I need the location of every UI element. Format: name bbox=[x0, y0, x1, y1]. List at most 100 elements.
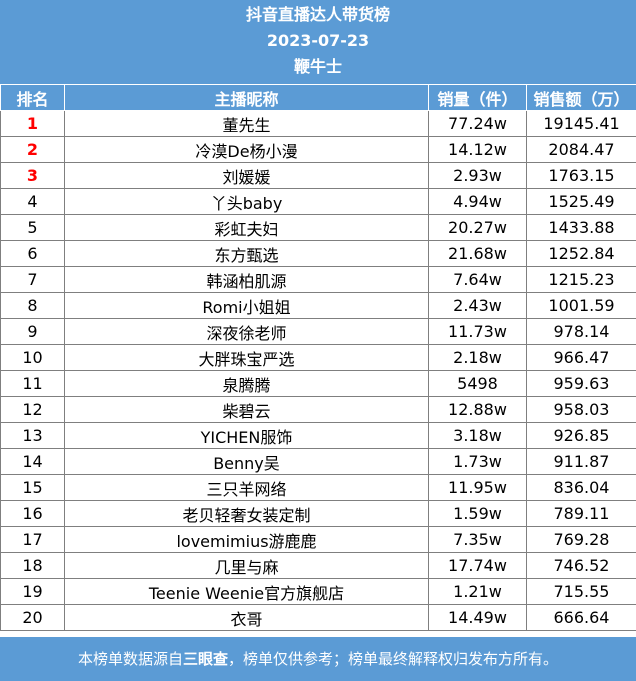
rank-cell: 10 bbox=[0, 344, 65, 371]
rank-cell: 13 bbox=[0, 422, 65, 449]
publisher-name: 鞭牛士 bbox=[293, 57, 342, 76]
rank-cell: 16 bbox=[0, 500, 65, 527]
sales-volume-cell: 1.59w bbox=[428, 500, 527, 527]
sales-amount-cell: 1252.84 bbox=[526, 240, 636, 267]
table-row: 2 冷漠De杨小漫 14.12w 2084.47 bbox=[0, 136, 636, 163]
column-header-sales-amount: 销售额（万） bbox=[526, 84, 636, 111]
table-row: 15 三只羊网络 11.95w 836.04 bbox=[0, 474, 636, 501]
table-row: 17 lovemimius游鹿鹿 7.35w 769.28 bbox=[0, 526, 636, 553]
streamer-name-cell: 韩涵柏肌源 bbox=[64, 266, 429, 293]
sales-amount-cell: 959.63 bbox=[526, 370, 636, 397]
streamer-name-cell: 几里与麻 bbox=[64, 552, 429, 579]
streamer-name-cell: 彩虹夫妇 bbox=[64, 214, 429, 241]
rank-cell: 3 bbox=[0, 162, 65, 189]
rank-cell: 7 bbox=[0, 266, 65, 293]
rank-cell: 19 bbox=[0, 578, 65, 605]
table-row: 4 丫头baby 4.94w 1525.49 bbox=[0, 188, 636, 215]
sales-volume-cell: 3.18w bbox=[428, 422, 527, 449]
sales-volume-cell: 1.21w bbox=[428, 578, 527, 605]
sales-volume-cell: 4.94w bbox=[428, 188, 527, 215]
footer-data-source: 三眼查 bbox=[182, 650, 228, 668]
streamer-name-cell: Benny吴 bbox=[64, 448, 429, 475]
rank-cell: 14 bbox=[0, 448, 65, 475]
rank-cell: 20 bbox=[0, 604, 65, 631]
rank-cell: 15 bbox=[0, 474, 65, 501]
table-row: 18 几里与麻 17.74w 746.52 bbox=[0, 552, 636, 579]
sales-amount-cell: 666.64 bbox=[526, 604, 636, 631]
column-header-rank: 排名 bbox=[0, 84, 65, 111]
sales-volume-cell: 1.73w bbox=[428, 448, 527, 475]
ranking-table: 排名 主播昵称 销量（件） 销售额（万） 1 董先生 77.24w 19145.41 2… bbox=[0, 84, 636, 631]
rank-cell: 4 bbox=[0, 188, 65, 215]
sales-volume-cell: 77.24w bbox=[428, 110, 527, 137]
rank-cell: 18 bbox=[0, 552, 65, 579]
table-row: 3 刘媛媛 2.93w 1763.15 bbox=[0, 162, 636, 189]
sales-volume-cell: 14.49w bbox=[428, 604, 527, 631]
streamer-name-cell: 衣哥 bbox=[64, 604, 429, 631]
page-header: 抖音直播达人带货榜 2023-07-23 鞭牛士 bbox=[0, 0, 636, 84]
sales-amount-cell: 715.55 bbox=[526, 578, 636, 605]
sales-volume-cell: 17.74w bbox=[428, 552, 527, 579]
streamer-name-cell: 泉腾腾 bbox=[64, 370, 429, 397]
sales-amount-cell: 1525.49 bbox=[526, 188, 636, 215]
streamer-name-cell: 董先生 bbox=[64, 110, 429, 137]
sales-amount-cell: 1215.23 bbox=[526, 266, 636, 293]
streamer-name-cell: lovemimius游鹿鹿 bbox=[64, 526, 429, 553]
sales-amount-cell: 19145.41 bbox=[526, 110, 636, 137]
rank-cell: 8 bbox=[0, 292, 65, 319]
sales-amount-cell: 789.11 bbox=[526, 500, 636, 527]
table-row: 5 彩虹夫妇 20.27w 1433.88 bbox=[0, 214, 636, 241]
table-header-row: 排名 主播昵称 销量（件） 销售额（万） bbox=[0, 84, 636, 111]
sales-amount-cell: 978.14 bbox=[526, 318, 636, 345]
table-row: 19 Teenie Weenie官方旗舰店 1.21w 715.55 bbox=[0, 578, 636, 605]
table-row: 1 董先生 77.24w 19145.41 bbox=[0, 110, 636, 137]
rank-cell: 2 bbox=[0, 136, 65, 163]
table-row: 11 泉腾腾 5498 959.63 bbox=[0, 370, 636, 397]
table-body: 1 董先生 77.24w 19145.41 2 冷漠De杨小漫 14.12w 2084.47 3… bbox=[0, 110, 636, 631]
streamer-name-cell: 三只羊网络 bbox=[64, 474, 429, 501]
sales-amount-cell: 926.85 bbox=[526, 422, 636, 449]
sales-amount-cell: 1001.59 bbox=[526, 292, 636, 319]
rank-cell: 1 bbox=[0, 110, 65, 137]
streamer-name-cell: 丫头baby bbox=[64, 188, 429, 215]
streamer-name-cell: 东方甄选 bbox=[64, 240, 429, 267]
sales-volume-cell: 14.12w bbox=[428, 136, 527, 163]
table-row: 20 衣哥 14.49w 666.64 bbox=[0, 604, 636, 631]
table-row: 16 老贝轻奢女装定制 1.59w 789.11 bbox=[0, 500, 636, 527]
rank-cell: 9 bbox=[0, 318, 65, 345]
page-title: 抖音直播达人带货榜 bbox=[245, 5, 390, 24]
table-row: 8 Romi小姐姐 2.43w 1001.59 bbox=[0, 292, 636, 319]
sales-volume-cell: 11.73w bbox=[428, 318, 527, 345]
table-row: 13 YICHEN服饰 3.18w 926.85 bbox=[0, 422, 636, 449]
streamer-name-cell: 大胖珠宝严选 bbox=[64, 344, 429, 371]
streamer-name-cell: 刘媛媛 bbox=[64, 162, 429, 189]
sales-volume-cell: 5498 bbox=[428, 370, 527, 397]
rank-cell: 11 bbox=[0, 370, 65, 397]
table-row: 6 东方甄选 21.68w 1252.84 bbox=[0, 240, 636, 267]
streamer-name-cell: Romi小姐姐 bbox=[64, 292, 429, 319]
streamer-name-cell: Teenie Weenie官方旗舰店 bbox=[64, 578, 429, 605]
streamer-name-cell: 深夜徐老师 bbox=[64, 318, 429, 345]
footer-prefix: 本榜单数据源自 bbox=[77, 650, 183, 668]
sales-amount-cell: 1433.88 bbox=[526, 214, 636, 241]
sales-volume-cell: 20.27w bbox=[428, 214, 527, 241]
table-row: 14 Benny吴 1.73w 911.87 bbox=[0, 448, 636, 475]
column-header-sales-volume: 销量（件） bbox=[428, 84, 527, 111]
rank-cell: 6 bbox=[0, 240, 65, 267]
sales-amount-cell: 1763.15 bbox=[526, 162, 636, 189]
sales-amount-cell: 958.03 bbox=[526, 396, 636, 423]
table-row: 12 柴碧云 12.88w 958.03 bbox=[0, 396, 636, 423]
rank-cell: 17 bbox=[0, 526, 65, 553]
table-row: 7 韩涵柏肌源 7.64w 1215.23 bbox=[0, 266, 636, 293]
page-date: 2023-07-23 bbox=[266, 31, 370, 50]
sales-volume-cell: 2.93w bbox=[428, 162, 527, 189]
streamer-name-cell: YICHEN服饰 bbox=[64, 422, 429, 449]
sales-volume-cell: 2.43w bbox=[428, 292, 527, 319]
sales-volume-cell: 2.18w bbox=[428, 344, 527, 371]
streamer-name-cell: 老贝轻奢女装定制 bbox=[64, 500, 429, 527]
table-row: 9 深夜徐老师 11.73w 978.14 bbox=[0, 318, 636, 345]
sales-amount-cell: 2084.47 bbox=[526, 136, 636, 163]
sales-volume-cell: 7.64w bbox=[428, 266, 527, 293]
sales-amount-cell: 769.28 bbox=[526, 526, 636, 553]
